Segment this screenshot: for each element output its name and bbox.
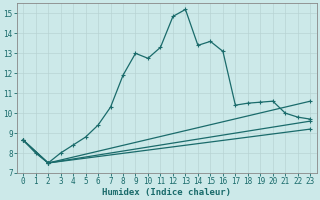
X-axis label: Humidex (Indice chaleur): Humidex (Indice chaleur): [102, 188, 231, 197]
